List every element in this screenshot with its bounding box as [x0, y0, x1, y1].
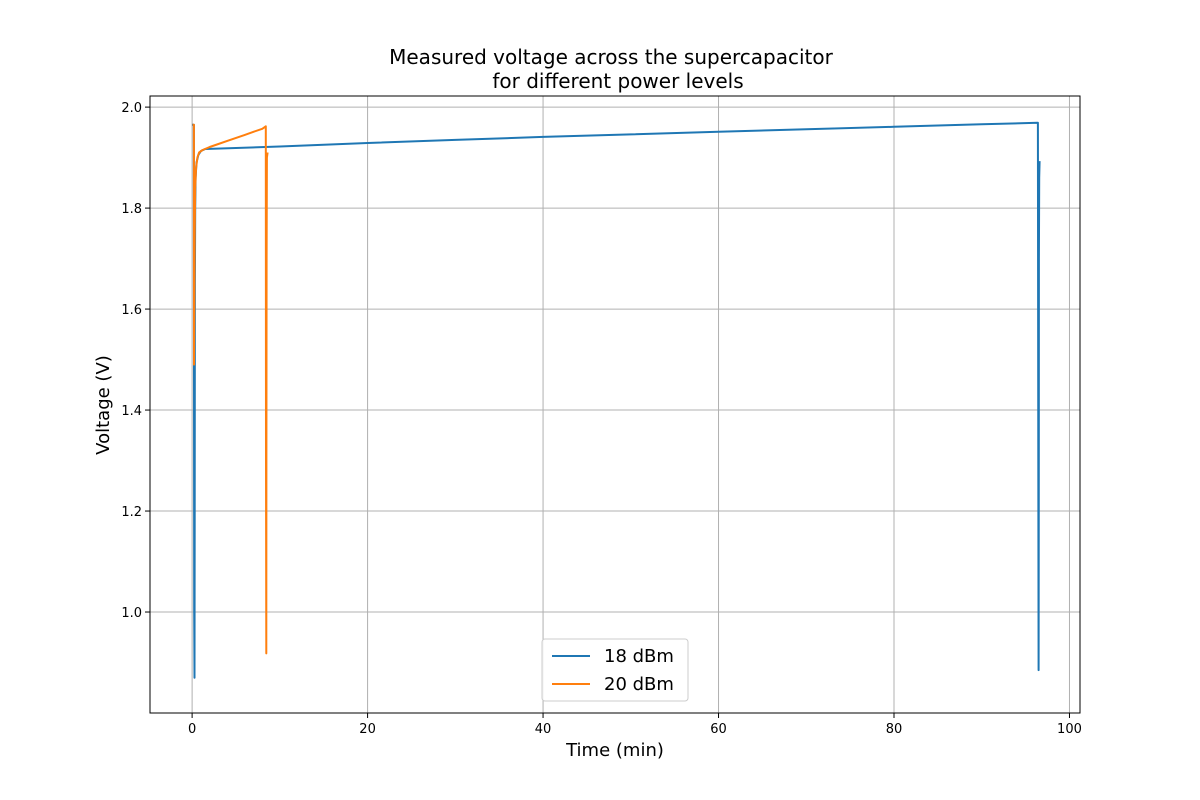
x-tick-label: 40 [535, 722, 552, 737]
legend-label-18dbm: 18 dBm [604, 646, 674, 667]
y-tick-label: 1.0 [121, 606, 142, 621]
y-tick-label: 2.0 [121, 101, 142, 116]
series-line-18dbm [192, 121, 1041, 679]
chart-title-line-1: Measured voltage across the supercapacit… [389, 45, 833, 69]
plot-series [192, 121, 1041, 679]
legend-label-20dbm: 20 dBm [604, 674, 674, 695]
chart-title-line-2: for different power levels [492, 69, 743, 93]
y-tick-label: 1.4 [121, 404, 142, 419]
x-tick-label: 80 [886, 722, 903, 737]
x-tick-label: 60 [710, 722, 727, 737]
series-line-20dbm [192, 123, 269, 655]
x-tick-label: 100 [1057, 722, 1082, 737]
x-tick-label: 0 [188, 722, 196, 737]
plot-frame [149, 95, 1081, 714]
y-tick-label: 1.6 [121, 303, 142, 318]
y-tick-label: 1.8 [121, 202, 142, 217]
y-axis-label: Voltage (V) [93, 355, 114, 455]
grid [150, 96, 1080, 713]
legend-box [541, 638, 689, 702]
axis-ticks: 0 20 40 60 80 100 1.0 1.2 1.4 1.6 1.8 2.0 [121, 101, 1082, 737]
x-axis-label: Time (min) [565, 740, 664, 761]
legend: 18 dBm 20 dBm [541, 638, 689, 702]
y-tick-label: 1.2 [121, 505, 142, 520]
x-tick-label: 20 [359, 722, 376, 737]
